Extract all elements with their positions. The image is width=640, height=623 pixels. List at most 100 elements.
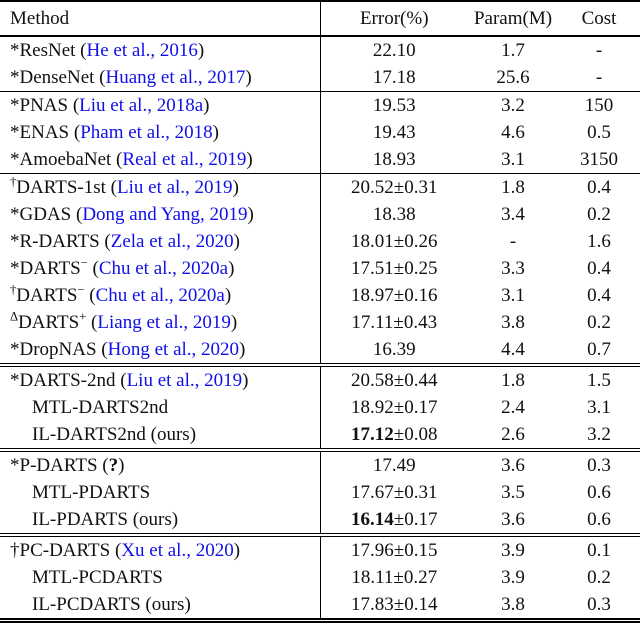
table-section-5: *P-DARTS (?) 17.49 3.6 0.3 MTL-PDARTS 17.67±0…: [0, 448, 640, 535]
error-cell: 22.10: [320, 36, 468, 64]
text-fragment: 20.52±0.31: [351, 176, 438, 198]
param-cell: 3.4: [501, 203, 525, 225]
method-cell: *DenseNet (Huang et al., 2017): [0, 64, 321, 92]
citation-link[interactable]: Chu et al., 2020a: [98, 257, 229, 279]
table-row: †DARTS− (Chu et al., 2020a) 18.97±0.16 3.1…: [0, 282, 640, 309]
citation-link[interactable]: He et al., 2016: [86, 39, 198, 61]
param-cell: 3.5: [501, 481, 525, 503]
param-cell: 4.4: [501, 338, 525, 360]
cost-cell: -: [595, 39, 603, 61]
citation-link[interactable]: Xu et al., 2020: [121, 539, 234, 561]
citation-link[interactable]: Chu et al., 2020a: [95, 284, 225, 306]
superscript-marker: −: [77, 282, 85, 297]
text-fragment: 16.14: [351, 508, 394, 530]
column-header-param: Param(M): [468, 1, 558, 37]
text-fragment: *: [10, 94, 20, 116]
text-fragment: DropNAS (: [19, 338, 108, 360]
method-cell: *ResNet (He et al., 2016): [0, 36, 321, 64]
cost-cell: 1.6: [587, 230, 611, 252]
citation-link[interactable]: Liang et al., 2019: [97, 311, 231, 333]
text-fragment: (: [84, 284, 96, 306]
text-fragment: DARTS: [19, 257, 81, 279]
text-fragment: DARTS-1st (: [16, 176, 117, 198]
method-cell: IL-PDARTS (ours): [0, 506, 321, 535]
text-fragment: MTL-PDARTS: [32, 481, 151, 503]
error-cell: 18.97±0.16: [320, 282, 468, 309]
text-fragment: 17.12: [351, 423, 394, 445]
method-cell: *DARTS− (Chu et al., 2020a): [0, 255, 321, 282]
table-row: *ResNet (He et al., 2016) 22.10 1.7 -: [0, 36, 640, 64]
table-section-6: †PC-DARTS (Xu et al., 2020) 17.96±0.15 3.9…: [0, 533, 640, 621]
table-row: *DropNAS (Hong et al., 2020) 16.39 4.4 0.7: [0, 336, 640, 365]
table-row: MTL-PDARTS 17.67±0.31 3.5 0.6: [0, 479, 640, 506]
superscript-marker: −: [80, 255, 88, 270]
text-fragment: ): [224, 284, 232, 306]
error-cell: 17.96±0.15: [320, 533, 468, 564]
citation-link[interactable]: Huang et al., 2017: [105, 66, 246, 88]
method-cell: IL-PCDARTS (ours): [0, 591, 321, 621]
error-cell: 17.11±0.43: [320, 309, 468, 336]
param-cell: 3.6: [501, 508, 525, 530]
table-row: †PC-DARTS (Xu et al., 2020) 17.96±0.15 3.9…: [0, 533, 640, 564]
column-header-cost: Cost: [558, 1, 640, 37]
cost-cell: 0.4: [587, 284, 611, 306]
text-fragment: ): [203, 94, 210, 116]
text-fragment: 17.83±0.14: [351, 593, 438, 615]
text-fragment: †: [10, 539, 20, 561]
error-cell: 19.53: [320, 91, 468, 119]
error-cell: 16.14±0.17: [320, 506, 468, 535]
param-cell: 3.9: [501, 566, 525, 588]
param-cell: 4.6: [501, 121, 525, 143]
error-cell: 18.92±0.17: [320, 394, 468, 421]
param-cell: 2.6: [501, 423, 525, 445]
header-row: Method Error(%) Param(M) Cost: [0, 1, 640, 37]
column-header-error: Error(%): [320, 1, 468, 37]
text-fragment: (: [86, 311, 98, 333]
text-fragment: ): [239, 338, 246, 360]
text-fragment: 17.18: [372, 66, 416, 88]
text-fragment: 20.58±0.44: [351, 369, 438, 391]
param-cell: 3.3: [501, 257, 525, 279]
text-fragment: *: [10, 39, 20, 61]
table-row: MTL-PCDARTS 18.11±0.27 3.9 0.2: [0, 564, 640, 591]
cost-cell: 0.5: [587, 121, 611, 143]
text-fragment: IL-DARTS2nd (ours): [32, 423, 197, 445]
table-row: *DenseNet (Huang et al., 2017) 17.18 25.6 -: [0, 64, 640, 92]
citation-link[interactable]: Real et al., 2019: [122, 148, 247, 170]
text-fragment: ): [233, 539, 241, 561]
error-cell: 17.12±0.08: [320, 421, 468, 450]
table-row: *AmoebaNet (Real et al., 2019) 18.93 3.1 31…: [0, 146, 640, 174]
citation-link[interactable]: Hong et al., 2020: [107, 338, 240, 360]
param-cell: 3.6: [468, 448, 558, 479]
cost-cell: 3150: [580, 148, 618, 170]
method-cell: MTL-PDARTS: [0, 479, 321, 506]
error-cell: 17.49: [320, 448, 468, 479]
superscript-marker: +: [79, 309, 87, 324]
table-row: IL-PDARTS (ours) 16.14±0.17 3.6 0.6: [0, 506, 640, 535]
citation-link[interactable]: Dong and Yang, 2019: [82, 203, 248, 225]
text-fragment: 17.49: [372, 454, 416, 476]
table-row: ΔDARTS+ (Liang et al., 2019) 17.11±0.43 3.…: [0, 309, 640, 336]
method-cell: *AmoebaNet (Real et al., 2019): [0, 146, 321, 174]
method-cell: IL-DARTS2nd (ours): [0, 421, 321, 450]
citation-link[interactable]: Zela et al., 2020: [110, 230, 234, 252]
citation-link[interactable]: Liu et al., 2018a: [79, 94, 204, 116]
method-cell: *DropNAS (Hong et al., 2020): [0, 336, 321, 365]
cost-cell: 0.3: [587, 593, 611, 615]
table-section-3: †DARTS-1st (Liu et al., 2019) 20.52±0.31 1…: [0, 173, 640, 365]
text-fragment: ±0.17: [393, 508, 438, 530]
text-fragment: MTL-PCDARTS: [32, 566, 163, 588]
text-fragment: 18.11±0.27: [351, 566, 438, 588]
citation-link[interactable]: Pham et al., 2018: [80, 121, 213, 143]
method-cell: *R-DARTS (Zela et al., 2020): [0, 228, 321, 255]
text-fragment: *: [10, 257, 20, 279]
text-fragment: 18.92±0.17: [351, 396, 438, 418]
cost-cell: 0.2: [587, 311, 611, 333]
method-cell: MTL-PCDARTS: [0, 564, 321, 591]
table-section-2: *PNAS (Liu et al., 2018a) 19.53 3.2 150 *ENA…: [0, 91, 640, 174]
param-cell: 1.8: [468, 363, 558, 394]
citation-link[interactable]: Liu et al., 2019: [126, 369, 243, 391]
citation-link[interactable]: Liu et al., 2019: [117, 176, 233, 198]
table-row: *ENAS (Pham et al., 2018) 19.43 4.6 0.5: [0, 119, 640, 146]
